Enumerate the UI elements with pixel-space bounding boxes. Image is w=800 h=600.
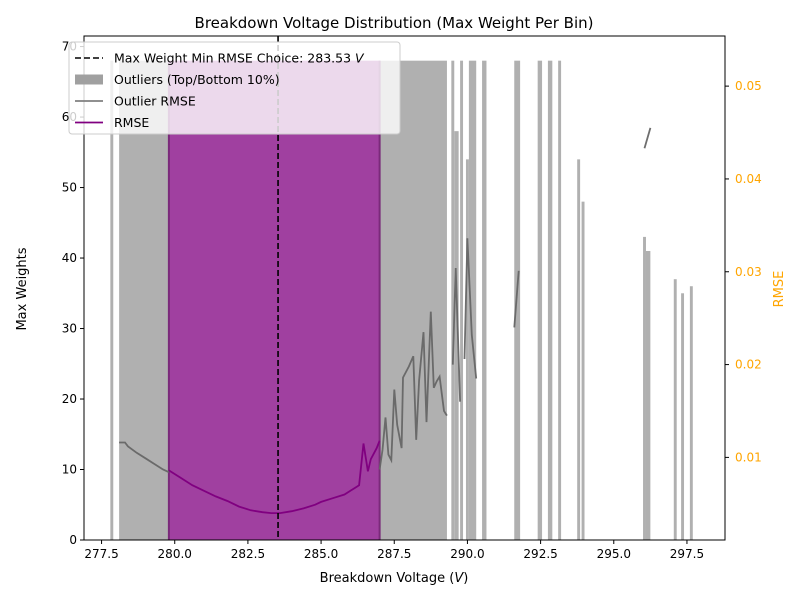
legend-swatch-outliers <box>75 74 103 85</box>
chart-title: Breakdown Voltage Distribution (Max Weig… <box>195 14 594 32</box>
legend-label-text-0: Max Weight Min RMSE Choice: 283.53 <box>114 51 355 66</box>
outlier-rmse-line-4 <box>513 270 520 328</box>
outlier-rmse-line-2 <box>451 267 461 402</box>
outlier-rmse-line-3 <box>463 238 478 379</box>
x-axis-title: Breakdown Voltage (V) <box>320 571 469 586</box>
outlier-bar-12 <box>558 60 562 541</box>
x-tick-label-0: 277.5 <box>84 547 118 561</box>
outlier-bar-16 <box>645 250 651 540</box>
outlier-bar-7 <box>468 60 477 541</box>
outlier-bar-13 <box>577 159 581 541</box>
y-tick-label-0: 0 <box>69 533 77 547</box>
outlier-bar-6 <box>465 159 469 541</box>
outlier-bar-18 <box>681 293 685 540</box>
y-axis-right: 0.01 0.02 0.03 0.04 0.05 <box>725 79 762 464</box>
outlier-bar-1 <box>119 60 169 541</box>
outlier-rmse-line-5 <box>643 127 652 149</box>
x-axis: 277.5 280.0 282.5 285.0 287.5 290.0 292.5 295.0… <box>84 540 704 561</box>
x-tick-label-3: 285.0 <box>304 547 338 561</box>
x-axis-title-unit: V <box>454 571 464 586</box>
x-tick-label-6: 292.5 <box>523 547 557 561</box>
x-tick-label-8: 297.5 <box>670 547 704 561</box>
y2-tick-label-1: 0.02 <box>735 358 762 372</box>
outlier-bar-11 <box>547 60 553 541</box>
legend-box <box>68 41 401 135</box>
outlier-rmse-line-0 <box>119 441 170 474</box>
plot-area <box>110 36 693 541</box>
outlier-bar-3 <box>451 60 455 541</box>
outlier-bar-8 <box>482 60 487 541</box>
y2-tick-label-3: 0.04 <box>735 172 762 186</box>
y-tick-label-5: 50 <box>62 181 77 195</box>
y2-tick-label-4: 0.05 <box>735 79 762 93</box>
y-axis-title-left: Max Weights <box>15 247 30 330</box>
y-tick-label-3: 30 <box>62 322 77 336</box>
y-axis-title-right: RMSE <box>772 271 787 308</box>
rmse-line <box>168 440 381 514</box>
y-tick-label-2: 20 <box>62 392 77 406</box>
legend-label-text-1: Outliers (Top/Bottom 10%) <box>114 72 280 87</box>
axes-frame <box>83 35 726 541</box>
y2-tick-label-0: 0.01 <box>735 450 762 464</box>
x-tick-label-4: 287.5 <box>377 547 411 561</box>
outlier-bar-0 <box>110 60 114 541</box>
x-tick-label-5: 290.0 <box>450 547 484 561</box>
outlier-bar-14 <box>581 201 585 541</box>
y2-tick-label-2: 0.03 <box>735 265 762 279</box>
outlier-bar-10 <box>537 60 543 541</box>
outlier-bar-15 <box>643 236 646 540</box>
y-tick-label-1: 10 <box>62 463 77 477</box>
inlier-bars-region <box>168 60 380 541</box>
x-axis-title-close: ) <box>463 571 468 586</box>
legend-label-text-3: RMSE <box>114 115 149 130</box>
legend-label-2: Outlier RMSE <box>114 94 196 109</box>
legend: Max Weight Min RMSE Choice: 283.53 V Outl… <box>68 41 401 135</box>
x-tick-label-7: 295.0 <box>597 547 631 561</box>
outlier-bar-19 <box>689 286 693 540</box>
legend-label-1: Outliers (Top/Bottom 10%) <box>114 72 280 87</box>
legend-label-text-2: Outlier RMSE <box>114 94 196 109</box>
legend-label-3: RMSE <box>114 115 149 130</box>
outlier-bar-17 <box>673 279 677 540</box>
y-tick-label-4: 40 <box>62 251 77 265</box>
x-axis-title-main: Breakdown Voltage ( <box>320 571 455 586</box>
legend-label-0: Max Weight Min RMSE Choice: 283.53 V <box>114 51 365 66</box>
x-tick-label-2: 282.5 <box>231 547 265 561</box>
x-tick-label-1: 280.0 <box>158 547 192 561</box>
legend-label-unit-0: V <box>355 51 365 66</box>
outlier-bar-4 <box>454 131 459 541</box>
outlier-rmse-line-1 <box>378 311 448 470</box>
outlier-bar-5 <box>460 60 464 541</box>
